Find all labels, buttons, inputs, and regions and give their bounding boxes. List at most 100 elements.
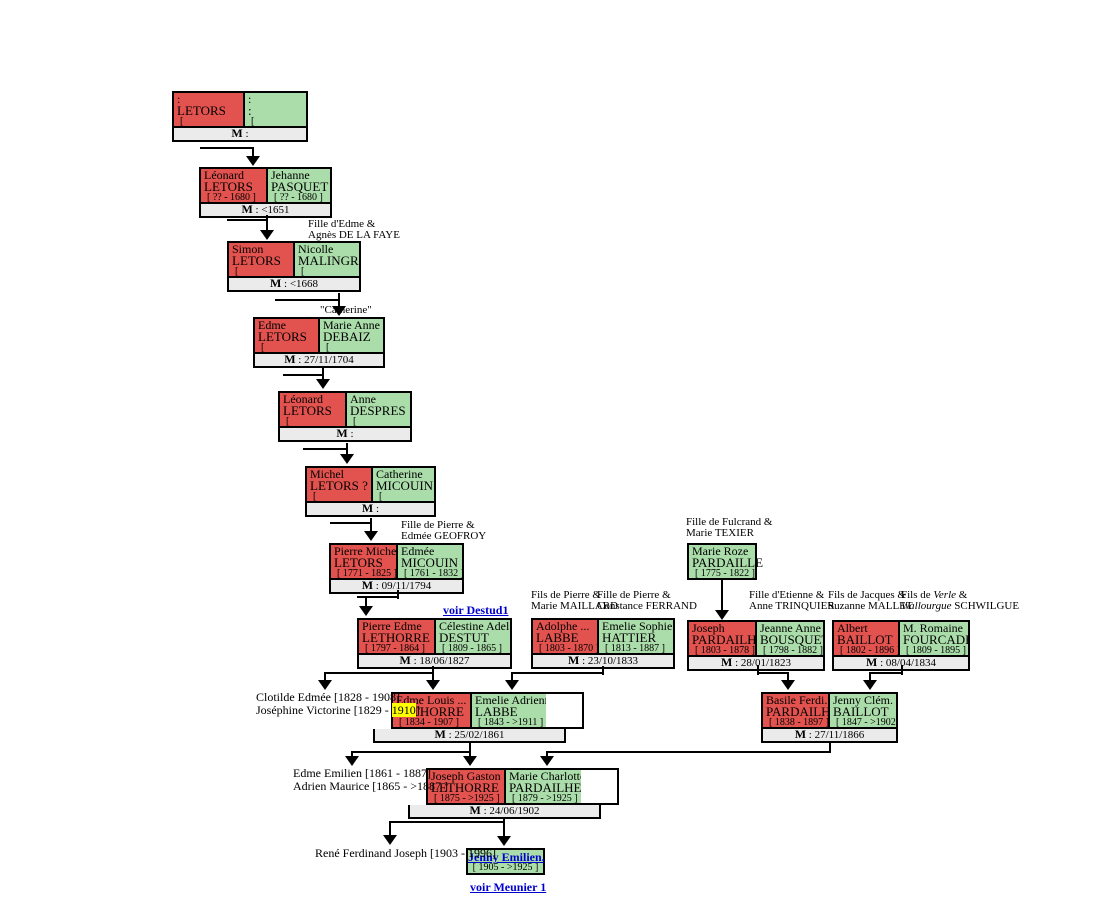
- marriage-bar: M : 27/11/1866: [761, 728, 898, 743]
- person-husband: Pierre Michel LETORS [ 1771 - 1825 ]: [331, 545, 398, 578]
- person-wife: Célestine Adel. DESTUT [ 1809 - 1865 ]: [436, 620, 510, 653]
- connector-arrow-down: [246, 156, 260, 166]
- person-wife: Marie Anne DEBAIZ [: [320, 319, 383, 352]
- connector-arrow-down: [359, 606, 373, 616]
- connector-arrow-down: [426, 680, 440, 690]
- person-husband: Pierre Edme LETHORRE [ 1797 - 1864 ]: [359, 620, 436, 653]
- person-wife: Nicolle MALINGRE [: [295, 243, 359, 276]
- connector-arrow-down: [781, 680, 795, 690]
- connector-line: [503, 821, 505, 838]
- connector-line: [870, 672, 903, 674]
- note-parents-dela-faye: Fille d'Edme & Agnès DE LA FAYE: [308, 218, 400, 241]
- jenny-emilien-link[interactable]: Jenny Emilien.: [468, 850, 545, 864]
- person-husband: Michel LETORS ? [: [307, 468, 373, 501]
- connector-line: [351, 751, 353, 758]
- connector-line: [869, 672, 871, 682]
- connector-line: [357, 596, 399, 598]
- person-husband: Joseph Gaston LETHORRE [ 1875 - >1925 ]: [428, 770, 506, 803]
- person-wife: Marie Charlotte PARDAILHE [ 1879 - >1925…: [506, 770, 581, 803]
- family-lethorre-pardailhe: Joseph Gaston LETHORRE [ 1875 - >1925 ] …: [408, 768, 619, 819]
- voir-destud1-link[interactable]: voir Destud1: [443, 603, 509, 617]
- connector-arrow-down: [715, 610, 729, 620]
- connector-arrow-down: [863, 680, 877, 690]
- connector-arrow-down: [497, 836, 511, 846]
- marriage-bar: M :: [172, 127, 308, 142]
- connector-line: [252, 147, 254, 157]
- person-wife: Jeanne Anne BOUSQUET [ 1798 - 1882 ]: [757, 622, 823, 655]
- connector-line: [512, 672, 604, 674]
- marriage-bar: M : 28/01/1823: [687, 656, 825, 671]
- connector-line: [602, 666, 604, 675]
- connector-line: [787, 672, 789, 682]
- connector-line: [721, 580, 723, 612]
- connector-line: [338, 293, 340, 308]
- person-husband: Basile Ferdi. PARDAILHE [ 1838 - 1897 ]: [763, 694, 830, 727]
- connector-line: [275, 299, 339, 301]
- note-siblings-clotilde-josephine: Clotilde Edmée [1828 - 1908] Joséphine V…: [256, 690, 420, 717]
- marriage-bar: M : 24/06/1902: [408, 804, 601, 819]
- connector-line: [511, 672, 513, 682]
- marriage-bar: M : <1668: [227, 277, 361, 292]
- connector-line: [266, 215, 268, 232]
- note-parents-maillard: Fils de Pierre & Marie MAILLARD: [531, 589, 619, 612]
- person-wife: Emelie Adrienne LABBE [ 1843 - >1911 ]: [472, 694, 546, 727]
- voir-meunier-link-wrap: voir Meunier 1: [470, 878, 546, 896]
- connector-arrow-down: [383, 835, 397, 845]
- connector-line: [547, 751, 831, 753]
- connector-line: [389, 821, 391, 837]
- connector-line: [757, 665, 759, 675]
- connector-arrow-down: [463, 756, 477, 766]
- family-letors-micouin-2: Pierre Michel LETORS [ 1771 - 1825 ] Edm…: [329, 543, 464, 594]
- family-pardailhe-bousquet: Joseph PARDAILHE [ 1803 - 1878 ] Jeanne …: [687, 620, 825, 671]
- connector-line: [325, 672, 434, 674]
- person-wife: Catherine MICOUIN [: [373, 468, 434, 501]
- voir-meunier-link[interactable]: voir Meunier 1: [470, 880, 547, 894]
- person-jenny-emilien: Jenny Emilien. [ 1905 - >1925 ]: [466, 848, 545, 875]
- marriage-bar: M : 27/11/1704: [253, 353, 385, 368]
- connector-line: [469, 751, 471, 758]
- marriage-bar: M :: [278, 427, 412, 442]
- voir-destud1-link-wrap: voir Destud1: [443, 601, 508, 619]
- person-wife: M. Romaine FOURCADE [ 1809 - 1895 ]: [900, 622, 968, 655]
- highlight-1910: 1910: [391, 703, 416, 717]
- marriage-bar: M : 25/02/1861: [373, 728, 566, 743]
- person-wife: : : [: [245, 93, 306, 126]
- family-letors-malingre: Simon LETORS [ Nicolle MALINGRE [ M : <1…: [227, 241, 361, 292]
- person-husband: : LETORS [: [174, 93, 245, 126]
- note-parents-trinquier: Fille d'Etienne & Anne TRINQUIER: [749, 589, 835, 612]
- family-lethorre-destut: Pierre Edme LETHORRE [ 1797 - 1864 ] Cél…: [357, 618, 512, 669]
- connector-line: [283, 374, 323, 376]
- connector-line: [432, 666, 434, 675]
- family-letors-despres: Léonard LETORS [ Anne DESPRES [ M :: [278, 391, 412, 442]
- family-pardailhe-baillot: Basile Ferdi. PARDAILHE [ 1838 - 1897 ] …: [761, 692, 898, 743]
- connector-line: [365, 596, 367, 608]
- connector-arrow-down: [340, 454, 354, 464]
- connector-line: [370, 518, 372, 533]
- family-letors-pasquet: Léonard LETORS [ ?? - 1680 ] Jehanne PAS…: [199, 167, 332, 218]
- person-wife: Edmée MICOUIN [ 1761 - 1832 ]: [398, 545, 462, 578]
- family-letors-micouin: Michel LETORS ? [ Catherine MICOUIN [ M …: [305, 466, 436, 517]
- connector-line: [346, 443, 348, 456]
- note-parents-mallet: Fils de Jacques & Suzanne MALLET: [828, 589, 913, 612]
- note-parents-geofroy: Fille de Pierre & Edmée GEOFROY: [401, 519, 487, 542]
- connector-line: [390, 821, 505, 823]
- connector-line: [200, 147, 253, 149]
- family-baillot-fourcade: Albert BAILLOT [ 1802 - 1896 ] M. Romain…: [832, 620, 970, 671]
- note-parents-texier: Fille de Fulcrand & Marie TEXIER: [686, 516, 773, 539]
- connector-line: [901, 665, 903, 675]
- connector-arrow-down: [505, 680, 519, 690]
- person-wife: Emelie Sophie HATTIER [ 1813 - 1887 ]: [599, 620, 673, 653]
- connector-line: [397, 590, 399, 599]
- connector-line: [469, 742, 471, 753]
- connector-arrow-down: [345, 756, 359, 766]
- note-parents-schwilgue: Fils de Verle & Wallourgue SCHWILGUE: [901, 589, 1020, 612]
- connector-line: [330, 522, 371, 524]
- connector-line: [303, 448, 347, 450]
- person-wife: Jehanne PASQUET [ ?? - 1680 ]: [268, 169, 330, 202]
- person-wife: Jenny Clém. BAILLOT [ 1847 - >1902 ]: [830, 694, 896, 727]
- person-husband: Joseph PARDAILHE [ 1803 - 1878 ]: [689, 622, 757, 655]
- connector-line: [324, 672, 326, 682]
- note-siblings-edme-adrien: Edme Emilien [1861 - 1887] Adrien Maurice…: [293, 766, 449, 793]
- connector-arrow-down: [318, 680, 332, 690]
- marriage-bar: M : 09/11/1794: [329, 579, 464, 594]
